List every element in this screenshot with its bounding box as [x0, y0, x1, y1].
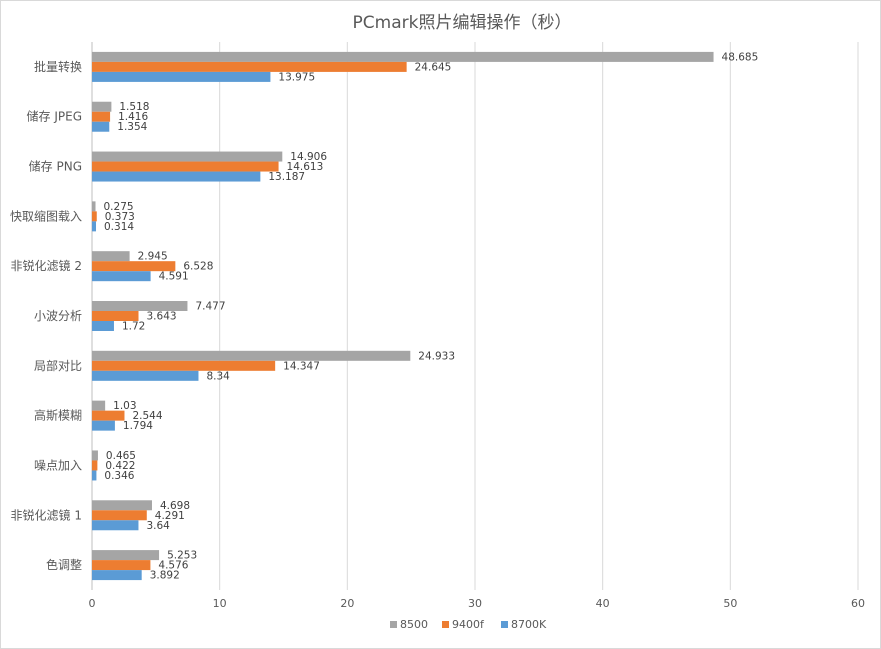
data-label: 0.346	[104, 470, 134, 482]
bar-9400f	[92, 61, 407, 72]
category-label: 批量转换	[34, 59, 82, 74]
x-tick-label: 30	[468, 597, 482, 610]
bar-9400f	[92, 560, 151, 571]
x-tick-label: 40	[596, 597, 610, 610]
bar-8700K	[92, 470, 97, 481]
data-label: 3.643	[147, 311, 177, 323]
data-label: 4.576	[158, 560, 188, 572]
chart-title: PCmark照片编辑操作（秒）	[353, 13, 572, 33]
bar-9400f	[92, 211, 97, 222]
data-label: 13.187	[268, 171, 305, 183]
bar-8700K	[92, 271, 151, 282]
bar-9400f	[92, 360, 276, 371]
bar-8700K	[92, 420, 115, 431]
category-label: 储存 PNG	[29, 159, 82, 174]
data-label: 0.314	[104, 221, 134, 233]
data-label: 4.698	[160, 500, 190, 512]
legend-swatch-8500	[390, 621, 397, 628]
legend-swatch-8700K	[501, 621, 508, 628]
x-tick-label: 20	[340, 597, 354, 610]
data-label: 7.477	[195, 301, 225, 313]
data-label: 0.373	[105, 211, 135, 223]
bar-8700K	[92, 121, 110, 132]
data-label: 1.03	[113, 400, 136, 412]
data-label: 1.518	[119, 101, 149, 113]
category-label: 噪点加入	[34, 458, 82, 472]
legend-label-8700K: 8700K	[511, 618, 547, 631]
bar-8500	[92, 350, 411, 361]
x-tick-label: 60	[851, 597, 865, 610]
data-label: 8.34	[206, 370, 230, 382]
category-label: 快取缩图载入	[10, 208, 82, 223]
data-label: 1.794	[123, 420, 153, 432]
category-label: 非锐化滤镜 1	[11, 507, 82, 522]
bar-9400f	[92, 161, 279, 172]
bar-8700K	[92, 171, 261, 182]
data-label: 1.354	[117, 121, 147, 133]
bars-layer	[92, 51, 714, 581]
bar-8700K	[92, 321, 114, 331]
data-label: 24.645	[415, 61, 452, 73]
bar-8500	[92, 500, 152, 511]
data-label: 3.64	[146, 520, 170, 532]
data-label: 4.291	[155, 510, 185, 522]
labels-layer: 0 10 20 30 40 50 60 批量转换 48.685 24.645 13.975 储存 JP…	[10, 51, 865, 610]
category-label: 非锐化滤镜 2	[11, 258, 82, 273]
data-label: 0.465	[106, 450, 136, 462]
data-label: 4.591	[159, 271, 189, 283]
bar-8500	[92, 251, 130, 262]
bar-8700K	[92, 570, 142, 581]
data-label: 6.528	[183, 261, 213, 273]
category-label: 储存 JPEG	[27, 109, 82, 124]
data-label: 14.906	[290, 151, 327, 163]
bar-9400f	[92, 111, 111, 122]
bar-9400f	[92, 311, 139, 321]
bar-8500	[92, 550, 160, 561]
x-tick-label: 0	[89, 597, 96, 610]
data-label: 1.72	[122, 321, 145, 333]
legend-swatch-9400f	[442, 621, 449, 628]
category-label: 局部对比	[34, 358, 82, 373]
bar-9400f	[92, 460, 98, 471]
bar-8700K	[92, 370, 199, 381]
bar-8500	[92, 51, 714, 62]
data-label: 14.347	[283, 360, 320, 372]
x-tick-label: 50	[723, 597, 737, 610]
legend-label-8500: 8500	[400, 618, 428, 631]
data-label: 14.613	[287, 161, 324, 173]
category-label: 色调整	[46, 557, 82, 572]
data-label: 48.685	[722, 51, 759, 63]
data-label: 2.544	[132, 410, 162, 422]
data-label: 2.945	[138, 251, 168, 263]
bar-8700K	[92, 520, 139, 531]
legend-label-9400f: 9400f	[452, 618, 485, 631]
bar-8700K	[92, 221, 97, 232]
category-label: 小波分析	[34, 309, 82, 323]
bar-8500	[92, 151, 283, 162]
data-label: 3.892	[150, 570, 180, 582]
data-label: 24.933	[418, 350, 455, 362]
bar-8500	[92, 101, 112, 112]
data-label: 1.416	[118, 111, 148, 123]
bar-8500	[92, 450, 98, 461]
bar-9400f	[92, 410, 125, 421]
data-label: 0.422	[105, 460, 135, 472]
bar-8500	[92, 301, 188, 311]
bar-9400f	[92, 510, 147, 521]
bar-9400f	[92, 261, 176, 272]
bar-8700K	[92, 71, 271, 82]
bar-8500	[92, 400, 106, 411]
data-label: 13.975	[278, 71, 315, 83]
grid-layer	[91, 42, 859, 590]
legend: 8500 9400f 8700K	[390, 618, 547, 631]
x-tick-label: 10	[213, 597, 227, 610]
category-label: 高斯模糊	[34, 408, 82, 423]
bar-8500	[92, 201, 96, 212]
data-label: 0.275	[104, 201, 134, 213]
data-label: 5.253	[167, 550, 197, 562]
